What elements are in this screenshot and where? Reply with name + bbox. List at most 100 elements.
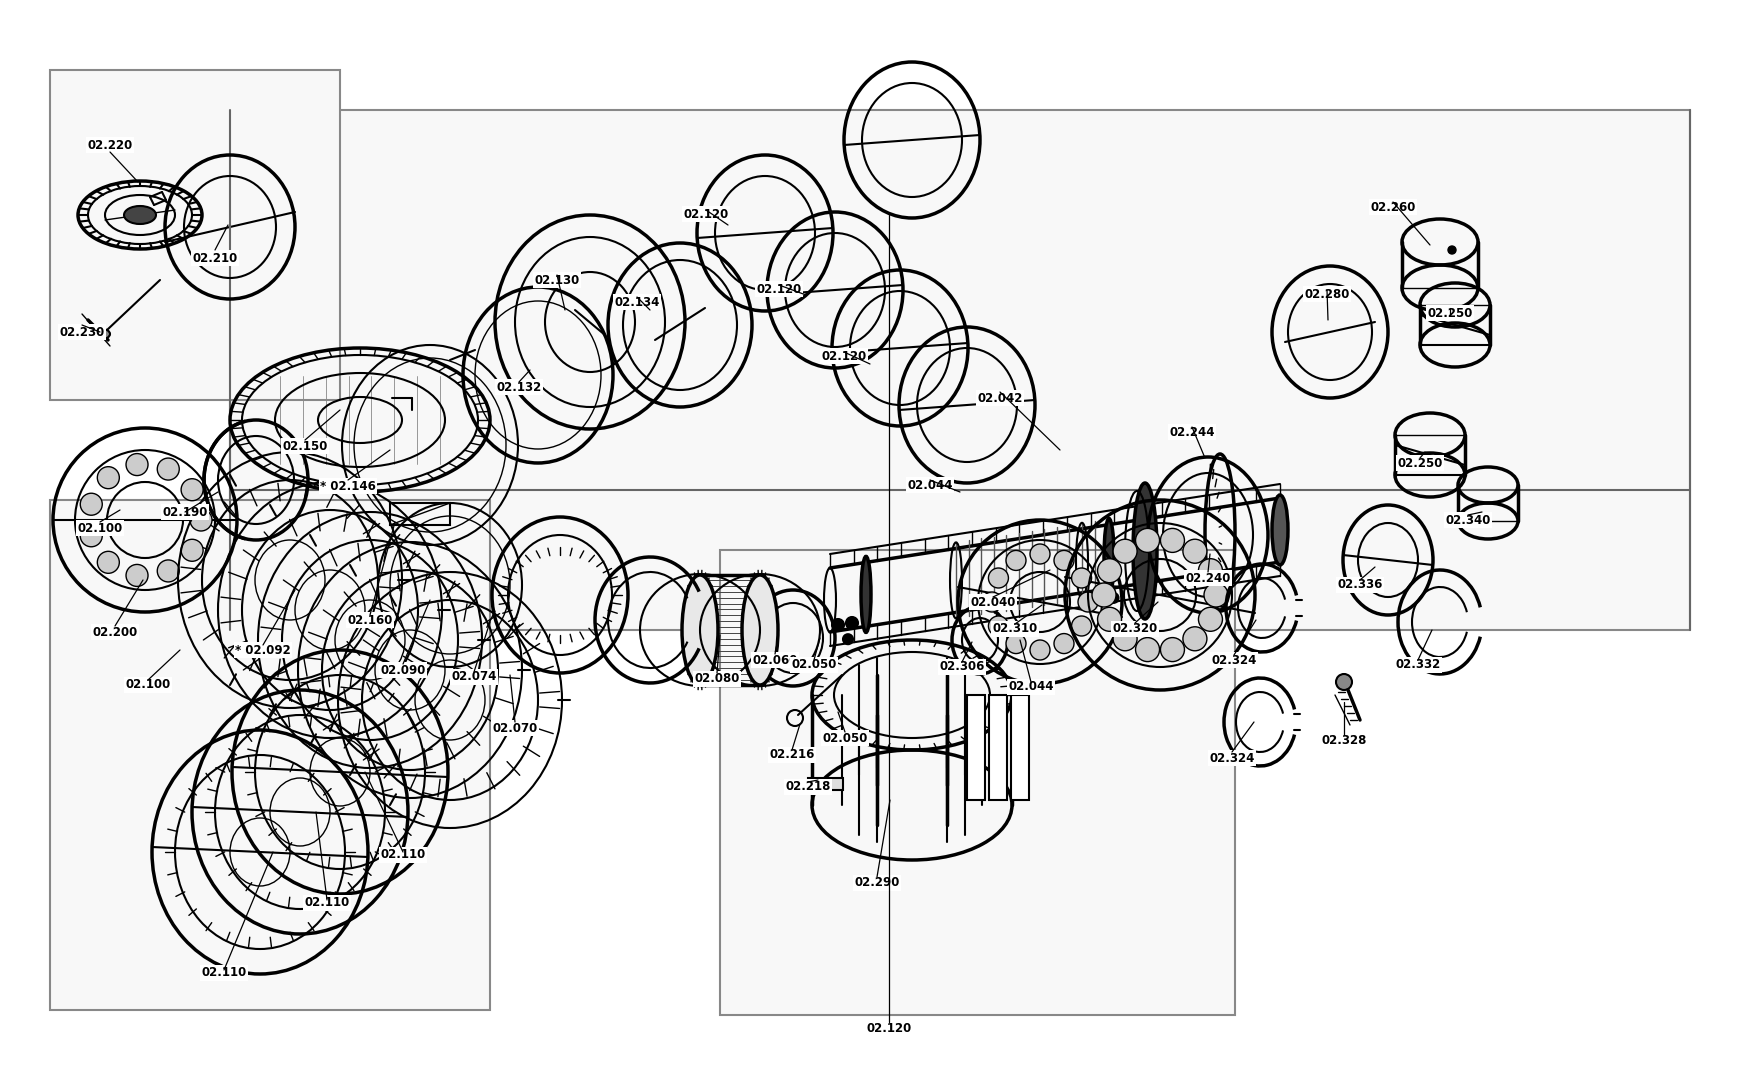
Text: 02.120: 02.120 (866, 1022, 911, 1035)
Circle shape (1097, 559, 1122, 583)
Text: 02.190: 02.190 (162, 505, 207, 519)
Polygon shape (50, 500, 490, 1010)
Text: 02.230: 02.230 (59, 325, 104, 338)
Text: 02.090: 02.090 (381, 663, 426, 676)
Circle shape (1136, 529, 1158, 552)
Circle shape (1160, 529, 1184, 552)
Text: 02.080: 02.080 (694, 673, 739, 686)
Circle shape (125, 565, 148, 586)
Text: 02.328: 02.328 (1320, 734, 1365, 747)
Circle shape (831, 620, 843, 631)
Text: 02.210: 02.210 (193, 251, 238, 264)
Ellipse shape (123, 207, 157, 224)
Circle shape (181, 539, 203, 562)
Text: 02.134: 02.134 (614, 295, 659, 308)
Circle shape (1108, 593, 1118, 602)
Circle shape (1054, 550, 1073, 570)
Text: 02.280: 02.280 (1304, 288, 1349, 301)
Text: 02.150: 02.150 (282, 440, 327, 453)
Circle shape (981, 592, 1002, 612)
Circle shape (1029, 640, 1049, 660)
Circle shape (1447, 246, 1456, 254)
Text: 02.040: 02.040 (970, 596, 1016, 609)
Circle shape (1005, 550, 1026, 570)
Ellipse shape (741, 575, 777, 685)
Bar (390, 503, 450, 525)
Text: 02.250: 02.250 (1426, 306, 1471, 320)
Circle shape (1092, 583, 1115, 607)
Circle shape (97, 551, 120, 574)
Text: 02.074: 02.074 (450, 671, 496, 684)
Text: 02.340: 02.340 (1445, 514, 1490, 526)
Circle shape (1097, 608, 1122, 631)
Text: 02.050: 02.050 (791, 658, 836, 672)
Text: 02.260: 02.260 (1370, 200, 1416, 214)
Text: 02.336: 02.336 (1337, 579, 1383, 592)
Text: 02.200: 02.200 (92, 626, 137, 639)
Circle shape (1054, 633, 1073, 654)
Circle shape (988, 616, 1009, 636)
Circle shape (1071, 568, 1090, 589)
Text: 02.132: 02.132 (496, 381, 541, 394)
Text: 02.290: 02.290 (854, 876, 899, 889)
Text: 02.310: 02.310 (991, 623, 1036, 636)
Text: 02.218: 02.218 (784, 780, 830, 794)
Circle shape (181, 478, 203, 501)
Text: * 02.092: * 02.092 (235, 643, 290, 657)
Text: 02.130: 02.130 (534, 274, 579, 287)
Text: 02.100: 02.100 (125, 678, 170, 691)
Text: 02.324: 02.324 (1210, 654, 1256, 667)
Text: 02.070: 02.070 (492, 721, 537, 734)
Text: 02.120: 02.120 (821, 350, 866, 363)
Circle shape (1005, 633, 1026, 654)
Bar (967, 696, 984, 800)
Ellipse shape (1132, 483, 1156, 620)
Text: 02.216: 02.216 (769, 749, 814, 762)
Text: 02.110: 02.110 (304, 897, 350, 910)
Text: 02.324: 02.324 (1209, 751, 1254, 764)
Circle shape (1160, 638, 1184, 661)
Text: 02.120: 02.120 (756, 282, 802, 295)
Circle shape (1136, 638, 1158, 661)
Circle shape (157, 560, 179, 582)
Circle shape (1336, 674, 1351, 690)
Text: 02.306: 02.306 (939, 660, 984, 673)
Text: 02.120: 02.120 (683, 208, 729, 220)
Text: 02.220: 02.220 (87, 138, 132, 152)
Text: 02.110: 02.110 (202, 966, 247, 979)
Circle shape (1071, 616, 1090, 636)
Text: 02.100: 02.100 (77, 521, 122, 535)
Text: 02.320: 02.320 (1111, 623, 1156, 636)
Ellipse shape (1103, 519, 1113, 595)
Text: 02.250: 02.250 (1396, 457, 1442, 470)
Text: 02.244: 02.244 (1169, 426, 1214, 439)
Ellipse shape (94, 328, 110, 339)
Text: 02.042: 02.042 (977, 392, 1023, 404)
Text: 02.044: 02.044 (906, 478, 953, 491)
Circle shape (80, 493, 103, 516)
Circle shape (97, 467, 120, 489)
Polygon shape (230, 110, 1689, 630)
Circle shape (1203, 583, 1228, 607)
Text: 02.044: 02.044 (1007, 681, 1054, 693)
Text: 02.240: 02.240 (1184, 571, 1229, 584)
Circle shape (1113, 627, 1136, 651)
Circle shape (1183, 627, 1207, 651)
Circle shape (1029, 544, 1049, 564)
Text: * 02.146: * 02.146 (320, 479, 376, 492)
Circle shape (1198, 559, 1223, 583)
Circle shape (1078, 592, 1097, 612)
Circle shape (125, 454, 148, 475)
Text: 02.160: 02.160 (348, 613, 393, 627)
Text: 02.110: 02.110 (381, 849, 426, 861)
Circle shape (845, 617, 857, 629)
Text: 02.060: 02.060 (751, 654, 796, 667)
Circle shape (988, 568, 1009, 589)
Polygon shape (50, 70, 339, 400)
Circle shape (1183, 539, 1207, 563)
Circle shape (190, 509, 212, 531)
Circle shape (1198, 608, 1223, 631)
Text: 02.332: 02.332 (1395, 658, 1440, 672)
Ellipse shape (682, 575, 718, 685)
Circle shape (80, 524, 103, 547)
